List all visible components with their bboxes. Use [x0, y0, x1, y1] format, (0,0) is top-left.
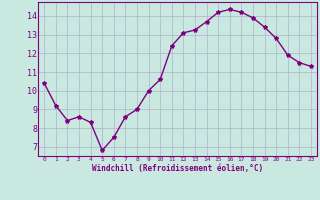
- X-axis label: Windchill (Refroidissement éolien,°C): Windchill (Refroidissement éolien,°C): [92, 164, 263, 173]
